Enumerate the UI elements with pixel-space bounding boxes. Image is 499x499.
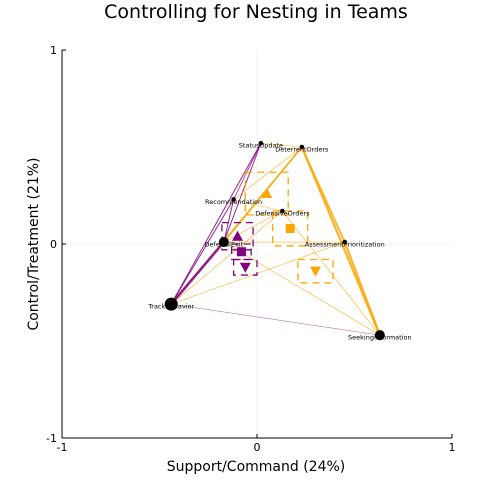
y-tick-label: 1 [50,44,57,57]
node-label: AssessmentPrioritization [305,241,385,249]
group-box [230,243,252,261]
group-box [232,258,258,276]
chart-title: Controlling for Nesting in Teams [104,1,408,23]
x-tick-label: 1 [449,441,456,454]
group-marker-square [285,223,295,233]
edge-line [171,210,283,305]
group-marker-triangle-up [261,188,273,199]
grid [62,50,452,438]
edge-line [223,241,381,336]
node-point [342,239,348,245]
edge-line [300,146,381,336]
y-axis-label: Control/Treatment (21%) [26,157,42,330]
edge-line [282,210,381,336]
group-marker-triangle-up [232,230,243,241]
edge-line [343,241,381,336]
x-tick-label: 0 [254,441,261,454]
edge-line [233,199,283,212]
group-markers [221,171,334,284]
x-axis-label: Support/Command (24%) [167,459,346,475]
edge-line [223,146,303,243]
y-tick-label: 0 [50,238,57,251]
node-label: TrackBehavior [147,303,194,311]
axes: -1 0 1 -1 0 1 [46,44,455,454]
edge-line [233,146,303,200]
edge-line [170,199,235,305]
edge-line [170,241,225,305]
edge-line [301,146,346,243]
edge-line [223,199,235,243]
node-label: DeferralExit [205,241,244,249]
node-label: DefensiveOrders [255,210,310,218]
node-point [374,330,385,341]
node-label: SeekingInformation [348,334,412,342]
node-label: Recommendation [205,198,262,206]
node-point [231,197,236,202]
group-box [271,210,309,247]
edge-line [260,142,302,148]
node-label: StatusUpdate [239,142,283,150]
y-tick-label: -1 [46,432,57,445]
edge-line [171,241,345,305]
edge-line [171,303,380,336]
node-point [280,208,285,214]
x-tick-label: -1 [57,441,68,454]
edges [170,142,381,336]
node-point [258,140,264,146]
edge-line [170,142,262,305]
node-point [164,297,178,311]
group-box [297,258,334,284]
group-marker-triangle-down [239,262,251,273]
group-box [244,171,289,216]
node-label: DeterrentOrders [275,146,329,154]
node-point [218,237,229,248]
group-marker-triangle-down [310,266,321,277]
node-point [299,144,305,150]
group-marker-square [236,247,246,257]
edge-line [233,142,262,200]
